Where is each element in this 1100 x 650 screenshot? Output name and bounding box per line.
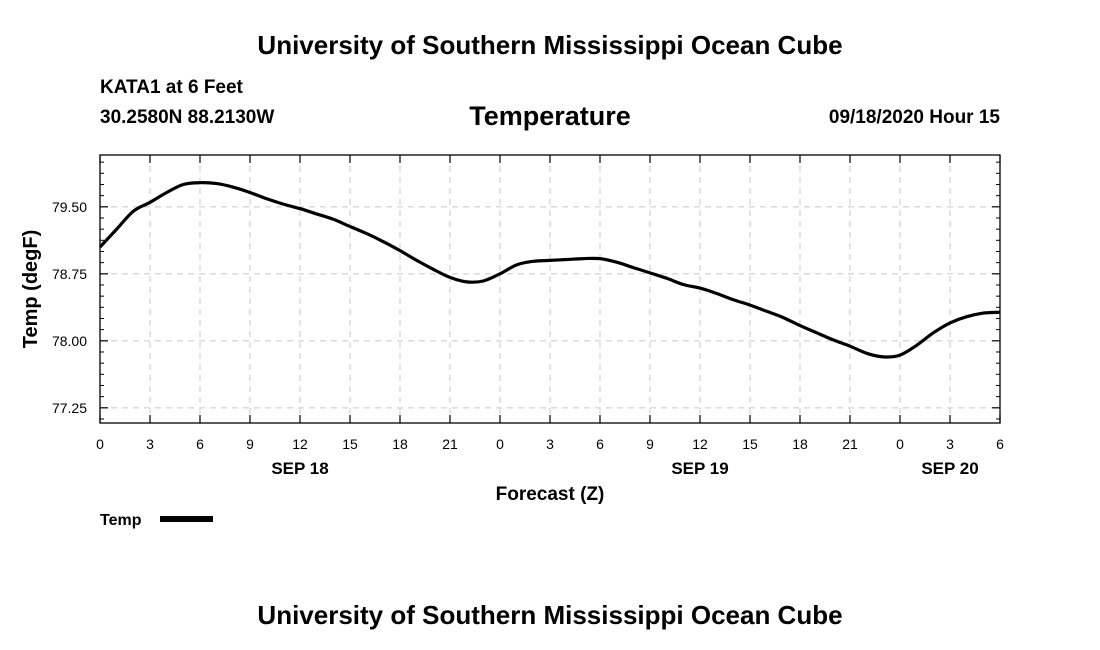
y-axis-label: Temp (degF) (20, 230, 42, 349)
x-tick-label: 9 (646, 436, 654, 452)
x-axis-label: Forecast (Z) (496, 484, 605, 505)
x-tick-label: 3 (946, 436, 954, 452)
x-tick-label: 12 (692, 436, 708, 452)
chart-title: Temperature (469, 101, 631, 131)
x-date-label: SEP 19 (671, 459, 728, 478)
x-tick-label: 18 (392, 436, 408, 452)
station-coordinates: 30.2580N 88.2130W (100, 107, 275, 128)
x-tick-label: 6 (196, 436, 204, 452)
bottom-title: University of Southern Mississippi Ocean… (257, 600, 843, 630)
x-tick-label: 21 (842, 436, 858, 452)
top-title: University of Southern Mississippi Ocean… (257, 30, 843, 60)
series-line-temp (98, 181, 1001, 359)
legend-label-temp: Temp (100, 512, 142, 529)
forecast-datetime: 09/18/2020 Hour 15 (828, 107, 1000, 128)
x-tick-label: 15 (342, 436, 358, 452)
plot-frame (99, 154, 1001, 424)
y-tick-label: 79.50 (52, 199, 87, 215)
x-tick-label: 6 (596, 436, 604, 452)
x-tick-label: 18 (792, 436, 808, 452)
x-tick-label: 12 (292, 436, 308, 452)
y-tick-label: 77.25 (52, 400, 87, 416)
x-tick-label: 21 (442, 436, 458, 452)
x-tick-label: 0 (496, 436, 504, 452)
y-tick-label: 78.00 (52, 333, 87, 349)
station-name: KATA1 at 6 Feet (100, 77, 243, 98)
x-tick-label: 15 (742, 436, 758, 452)
y-tick-label: 78.75 (52, 266, 87, 282)
x-tick-label: 3 (546, 436, 554, 452)
x-tick-label: 0 (96, 436, 104, 452)
x-date-label: SEP 20 (921, 459, 978, 478)
x-tick-label: 3 (146, 436, 154, 452)
x-date-label: SEP 18 (271, 459, 328, 478)
x-tick-label: 6 (996, 436, 1004, 452)
legend-line-swatch (160, 516, 213, 522)
x-tick-label: 0 (896, 436, 904, 452)
x-tick-label: 9 (246, 436, 254, 452)
